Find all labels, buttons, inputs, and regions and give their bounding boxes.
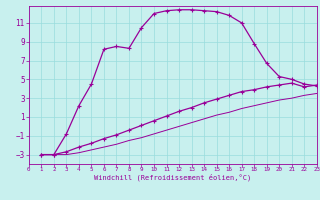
X-axis label: Windchill (Refroidissement éolien,°C): Windchill (Refroidissement éolien,°C): [94, 174, 252, 181]
